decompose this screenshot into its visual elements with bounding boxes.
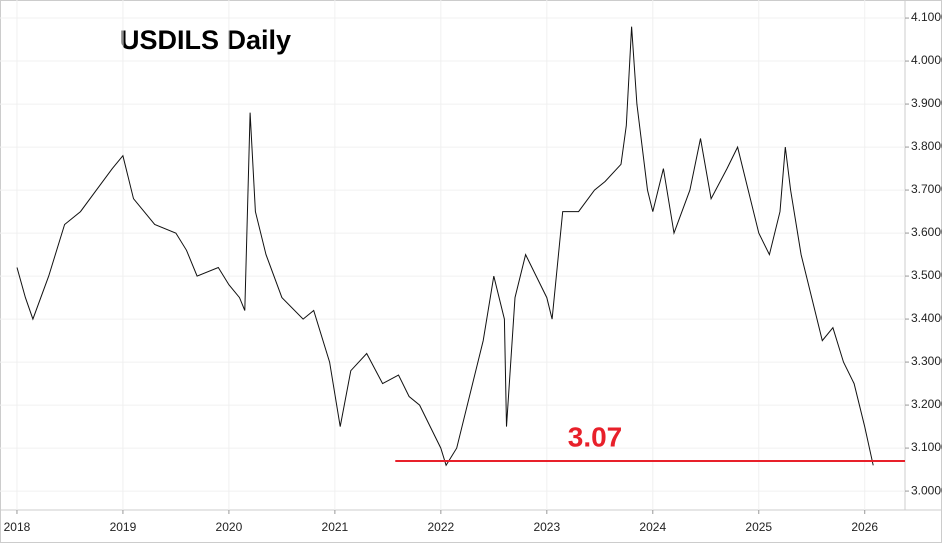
x-tick-label: 2020	[216, 520, 243, 534]
x-tick-label: 2018	[4, 520, 31, 534]
y-tick-label: 3.20000	[911, 397, 942, 411]
y-tick-label: 4.10000	[911, 10, 942, 24]
y-tick-label: 4.00000	[911, 53, 942, 67]
chart-title: USDILS Daily	[120, 25, 291, 55]
x-tick-label: 2026	[851, 520, 878, 534]
support-label: 3.07	[568, 421, 623, 452]
y-tick-label: 3.60000	[911, 225, 942, 239]
y-tick-label: 3.70000	[911, 182, 942, 196]
x-tick-label: 2023	[533, 520, 560, 534]
y-tick-label: 3.80000	[911, 139, 942, 153]
y-tick-label: 3.10000	[911, 440, 942, 454]
x-tick-label: 2022	[427, 520, 454, 534]
y-tick-label: 3.90000	[911, 96, 942, 110]
y-tick-label: 3.00000	[911, 483, 942, 497]
x-tick-label: 2025	[745, 520, 772, 534]
y-tick-label: 3.50000	[911, 268, 942, 282]
y-tick-label: 3.40000	[911, 311, 942, 325]
x-tick-label: 2019	[110, 520, 137, 534]
y-tick-label: 3.30000	[911, 354, 942, 368]
x-tick-label: 2024	[639, 520, 666, 534]
price-line	[16, 26, 874, 467]
x-tick-label: 2021	[322, 520, 349, 534]
